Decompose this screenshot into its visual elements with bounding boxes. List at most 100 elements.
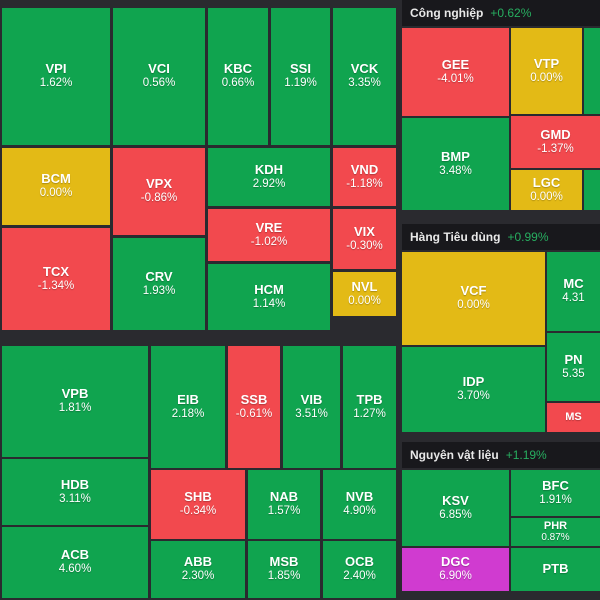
tile-change: 0.56% <box>142 77 176 90</box>
tile-change: 4.60% <box>58 563 92 576</box>
tile-ticker: ABB <box>183 554 213 570</box>
tile-unlabeled[interactable] <box>584 170 600 210</box>
tile-change: 1.57% <box>267 505 301 518</box>
tile-change: 1.14% <box>252 297 286 310</box>
tile-ticker: TCX <box>43 263 69 279</box>
tile-change: 1.27% <box>353 407 386 420</box>
tile-change: 0.87% <box>541 532 570 544</box>
tile-PN[interactable]: PN 5.35 <box>547 333 600 401</box>
section-header-hang-tieu-dung[interactable]: Hàng Tiêu dùng +0.99% <box>402 224 600 250</box>
tile-change: -4.01% <box>437 72 474 85</box>
tile-OCB[interactable]: OCB 2.40% <box>323 541 396 598</box>
tile-PTB[interactable]: PTB <box>511 548 600 591</box>
tile-NAB[interactable]: NAB 1.57% <box>248 470 320 539</box>
tile-VPI[interactable]: VPI 1.62% <box>2 8 110 145</box>
section-header-nguyen-vat-lieu[interactable]: Nguyên vật liệu +1.19% <box>402 442 600 468</box>
tile-ticker: HDB <box>60 476 90 492</box>
tile-change: 5.35 <box>562 367 585 380</box>
tile-change: 0.00% <box>457 299 490 312</box>
tile-VTP[interactable]: VTP 0.00% <box>511 28 582 114</box>
tile-VCF[interactable]: VCF 0.00% <box>402 252 545 345</box>
tile-VCK[interactable]: VCK 3.35% <box>333 8 396 145</box>
tile-ACB[interactable]: ACB 4.60% <box>2 527 148 598</box>
tile-ticker: VPX <box>145 176 172 192</box>
tile-HCM[interactable]: HCM 1.14% <box>208 264 330 330</box>
tile-ticker: VIX <box>354 223 375 239</box>
tile-TPB[interactable]: TPB 1.27% <box>343 346 396 468</box>
tile-TCX[interactable]: TCX -1.34% <box>2 228 110 330</box>
tile-ticker: VPB <box>61 386 89 402</box>
tile-change: 3.48% <box>439 164 472 177</box>
tile-IDP[interactable]: IDP 3.70% <box>402 347 545 432</box>
tile-BMP[interactable]: BMP 3.48% <box>402 118 509 210</box>
tile-BFC[interactable]: BFC 1.91% <box>511 470 600 516</box>
tile-VIB[interactable]: VIB 3.51% <box>283 346 340 468</box>
tile-KSV[interactable]: KSV 6.85% <box>402 470 509 546</box>
tile-change: -0.61% <box>235 407 273 420</box>
tile-ticker: VND <box>350 161 379 177</box>
tile-MS[interactable]: MS <box>547 403 600 432</box>
tile-NVL[interactable]: NVL 0.00% <box>333 272 396 316</box>
tile-change: -1.18% <box>346 177 383 190</box>
tile-change: 1.91% <box>539 493 572 506</box>
tile-ticker: EIB <box>177 391 199 407</box>
tile-ticker: VCK <box>350 61 379 77</box>
tile-ticker: VCI <box>148 61 170 77</box>
tile-HDB[interactable]: HDB 3.11% <box>2 459 148 525</box>
section-change: +1.19% <box>505 448 547 462</box>
tile-SSI[interactable]: SSI 1.19% <box>271 8 330 145</box>
tile-KBC[interactable]: KBC 0.66% <box>208 8 268 145</box>
tile-KDH[interactable]: KDH 2.92% <box>208 148 330 206</box>
tile-VCI[interactable]: VCI 0.56% <box>113 8 205 145</box>
tile-MC[interactable]: MC 4.31 <box>547 252 600 331</box>
tile-change: 3.70% <box>457 390 490 403</box>
tile-change: 0.00% <box>530 190 563 203</box>
tile-ticker: NVL <box>351 278 378 294</box>
tile-ticker: KDH <box>254 161 284 177</box>
tile-MSB[interactable]: MSB 1.85% <box>248 541 320 598</box>
tile-CRV[interactable]: CRV 1.93% <box>113 238 205 330</box>
tile-ticker: KBC <box>223 61 253 77</box>
section-header-cong-nghiep[interactable]: Công nghiệp +0.62% <box>402 0 600 26</box>
tile-NVB[interactable]: NVB 4.90% <box>323 470 396 539</box>
tile-VRE[interactable]: VRE -1.02% <box>208 209 330 261</box>
tile-ticker: VRE <box>255 219 283 235</box>
tile-change: 0.00% <box>39 187 73 200</box>
tile-ticker: CRV <box>145 268 173 284</box>
tile-SSB[interactable]: SSB -0.61% <box>228 346 280 468</box>
tile-ticker: MS <box>565 411 582 424</box>
tile-SHB[interactable]: SHB -0.34% <box>151 470 245 539</box>
tile-ticker: IDP <box>462 374 485 390</box>
tile-GEE[interactable]: GEE -4.01% <box>402 28 509 116</box>
tile-GMD[interactable]: GMD -1.37% <box>511 116 600 168</box>
tile-change: -1.02% <box>250 235 288 248</box>
tile-ticker: SHB <box>184 489 212 505</box>
tile-ticker: GMD <box>540 126 571 142</box>
tile-EIB[interactable]: EIB 2.18% <box>151 346 225 468</box>
tile-DGC[interactable]: DGC 6.90% <box>402 548 509 591</box>
tile-change: -0.30% <box>346 239 383 252</box>
tile-VIX[interactable]: VIX -0.30% <box>333 209 396 269</box>
tile-VPB[interactable]: VPB 1.81% <box>2 346 148 457</box>
tile-change: 1.62% <box>39 77 73 90</box>
tile-VPX[interactable]: VPX -0.86% <box>113 148 205 235</box>
tile-ticker: BFC <box>542 477 569 493</box>
section-title: Hàng Tiêu dùng <box>410 230 501 244</box>
tile-change: 1.19% <box>284 77 317 90</box>
tile-change: 6.85% <box>439 508 472 521</box>
tile-ticker: ACB <box>60 547 90 563</box>
tile-change: -0.34% <box>179 505 217 518</box>
tile-ticker: VIB <box>300 391 323 407</box>
tile-ticker: BCM <box>41 171 71 187</box>
tile-unlabeled[interactable] <box>584 28 600 114</box>
tile-ticker: MSB <box>269 554 299 570</box>
tile-LGC[interactable]: LGC 0.00% <box>511 170 582 210</box>
tile-change: 3.51% <box>295 407 328 420</box>
tile-ABB[interactable]: ABB 2.30% <box>151 541 245 598</box>
tile-VND[interactable]: VND -1.18% <box>333 148 396 206</box>
tile-PHR[interactable]: PHR 0.87% <box>511 518 600 546</box>
tile-ticker: MC <box>563 276 584 292</box>
tile-ticker: NAB <box>269 489 299 505</box>
tile-BCM[interactable]: BCM 0.00% <box>2 148 110 225</box>
